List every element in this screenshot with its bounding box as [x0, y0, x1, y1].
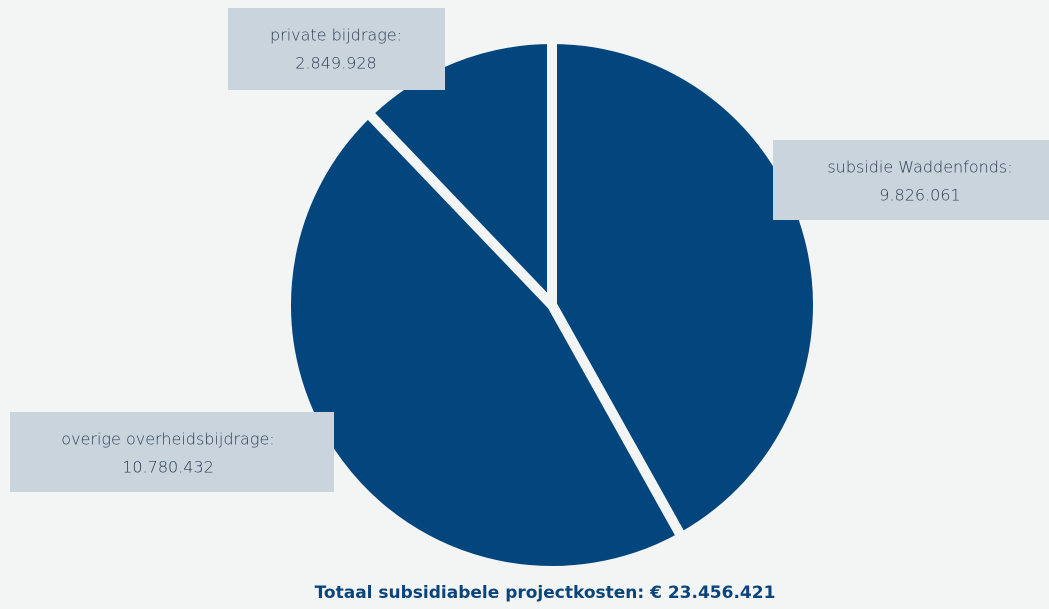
value-label: 10.780.432 — [122, 458, 214, 477]
slice-label: private bijdrage: — [270, 26, 402, 45]
slice — [363, 34, 557, 310]
value-label: 2.849.928 — [295, 54, 376, 73]
label-box — [773, 140, 1049, 220]
label-box — [228, 8, 445, 90]
slice — [281, 107, 687, 576]
slice-label: overige overheidsbijdrage: — [61, 430, 274, 449]
slice — [547, 34, 823, 543]
value-label: 9.826.061 — [879, 186, 960, 205]
total: Totaal subsidiabele projectkosten: € 23.… — [315, 583, 776, 603]
label-box — [10, 412, 334, 492]
slice-label: subsidie Waddenfonds: — [827, 158, 1012, 177]
